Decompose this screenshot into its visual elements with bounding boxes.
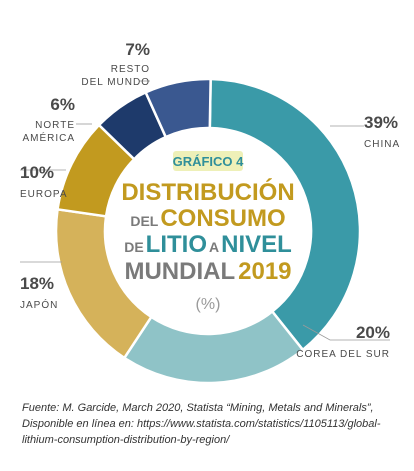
title-segment-3-0: MUNDIAL <box>124 258 235 285</box>
title-line-0: DISTRIBUCIÓN <box>121 178 294 206</box>
slice-value-2: 18% <box>20 274 54 293</box>
slice-0 <box>208 77 362 352</box>
leader-line-1 <box>302 324 390 341</box>
slice-1 <box>122 309 305 385</box>
title-segment-1-0: DEL <box>130 213 158 229</box>
title-segment-3-1: 2019 <box>238 258 291 285</box>
slice-label-2-0: JAPÓN <box>20 298 58 311</box>
title-line-2: DELITIO ANIVEL <box>124 231 292 258</box>
slice-label-1-0: COREA DEL SUR <box>296 349 390 360</box>
slice-5 <box>144 77 212 139</box>
donut-slices <box>54 77 362 385</box>
slice-value-3: 10% <box>20 163 54 182</box>
title-segment-2-1: LITIO <box>146 231 207 258</box>
slice-value-1: 20% <box>356 323 390 342</box>
label-leaders <box>20 80 390 341</box>
source-note: Fuente: M. Garcide, March 2020, Statista… <box>22 402 381 446</box>
title-line-3: MUNDIAL 2019 <box>124 258 291 285</box>
slice-label-5-1: DEL MUNDO <box>81 77 150 88</box>
title-segment-1-1: CONSUMO <box>160 205 285 232</box>
slice-value-5: 7% <box>125 40 150 59</box>
donut-chart: 39% CHINA 20% COREA DEL SUR 18% JAPÓN 10% EUROP… <box>20 40 400 385</box>
title-segment-2-0: DE <box>124 239 143 255</box>
slice-label-4-1: AMÉRICA <box>22 131 75 144</box>
title-tag: GRÁFICO 4 <box>173 154 245 169</box>
title-segment-0-0: DISTRIBUCIÓN <box>121 178 294 206</box>
slice-value-4: 6% <box>50 95 75 114</box>
slice-label-3-0: EUROPA <box>20 189 68 200</box>
title-line-1: DELCONSUMO <box>130 205 285 232</box>
title-segment-2-3: NIVEL <box>221 231 292 258</box>
slice-label-4-0: NORTE <box>35 120 75 131</box>
slice-label-5-0: RESTO <box>111 64 150 75</box>
slice-labels: 39% CHINA 20% COREA DEL SUR 18% JAPÓN 10% EUROP… <box>20 40 400 360</box>
chart-unit: (%) <box>196 296 221 313</box>
slice-label-0-0: CHINA <box>364 139 400 150</box>
title-tag-box <box>173 151 243 171</box>
slice-value-0: 39% <box>364 113 398 132</box>
title-segment-2-2: A <box>209 239 219 255</box>
